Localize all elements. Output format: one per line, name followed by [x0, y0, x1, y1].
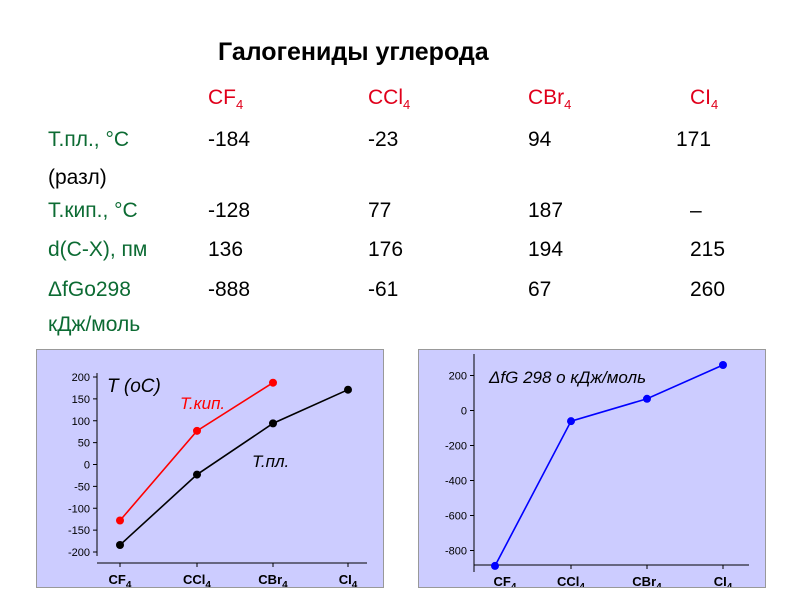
x-tick-label: CF4 [494, 574, 517, 587]
y-tick-label: -600 [445, 511, 467, 523]
data-point [719, 361, 727, 369]
y-tick-label: -50 [74, 481, 90, 493]
temperature-chart: 200 150 100 50 0 -50 -100 -150 -200 CF4 CCl4 CBr4 CI… [68, 372, 367, 587]
data-point [116, 541, 124, 549]
y-tick-label: -100 [68, 503, 90, 515]
cell-melting-cf4: -184 [208, 128, 251, 151]
data-point [116, 516, 124, 525]
row-label-boiling: Т.кип., °С [48, 199, 138, 222]
row-label-bond-length: d(C-X), пм [48, 238, 148, 261]
y-tick-label: 200 [72, 372, 90, 384]
data-point [269, 419, 277, 428]
x-tick-label: CCl4 [557, 574, 585, 587]
cell-bond-ci4: 215 [690, 238, 726, 261]
data-point [193, 426, 201, 435]
row-label-melting: Т.пл., °С [48, 128, 130, 151]
x-tick-label: CBr4 [258, 572, 288, 587]
x-tick-label: CF4 [109, 572, 132, 587]
y-tick-label: -800 [445, 546, 467, 558]
y-tick-label: -150 [68, 525, 90, 537]
y-tick-label: -200 [445, 441, 467, 453]
cell-melting-ci4: 171 [676, 128, 712, 151]
y-tick-label: 100 [72, 416, 90, 428]
header-ci4: CI4 [690, 86, 719, 113]
row-label-gibbs-unit: кДж/моль [48, 313, 141, 336]
cell-bond-cbr4: 194 [528, 238, 564, 261]
gibbs-chart: 200 0 -200 -400 -600 -800 CF4 CCl4 CBr4 CI4 ΔfG 29… [445, 354, 749, 587]
x-tick-label: CI4 [339, 572, 358, 587]
y-tick-label: 50 [78, 438, 90, 450]
cell-boiling-cf4: -128 [208, 199, 251, 222]
cell-boiling-ci4: – [690, 199, 702, 222]
header-ccl4: CCl4 [368, 86, 411, 113]
cell-melting-ccl4: -23 [368, 128, 399, 151]
y-tick-label: -200 [68, 547, 90, 559]
chart-panel-temperatures: 200 150 100 50 0 -50 -100 -150 -200 CF4 CCl4 CBr4 CI… [36, 349, 384, 588]
chart-panel-gibbs: 200 0 -200 -400 -600 -800 CF4 CCl4 CBr4 CI4 ΔfG 29… [418, 349, 766, 588]
data-point [344, 385, 352, 394]
series-line [119, 388, 349, 546]
y-axis-title: ΔfG 298 o кДж/моль [488, 368, 646, 387]
row-label-decomp: (разл) [48, 166, 107, 189]
series-line [494, 364, 724, 567]
cell-gibbs-cf4: -888 [208, 278, 251, 301]
y-tick-label: -400 [445, 476, 467, 488]
data-point [193, 470, 201, 479]
header-cbr4: CBr4 [528, 86, 572, 113]
y-tick-label: 0 [84, 460, 90, 472]
page-title: Галогениды углерода [218, 38, 489, 66]
y-axis-title: T (oC) [107, 376, 161, 397]
row-label-gibbs: ΔfGo298 [48, 278, 131, 301]
cell-boiling-ccl4: 77 [368, 199, 392, 222]
cell-gibbs-ccl4: -61 [368, 278, 399, 301]
y-tick-label: 0 [461, 406, 467, 418]
cell-boiling-cbr4: 187 [528, 199, 564, 222]
cell-gibbs-ci4: 260 [690, 278, 726, 301]
x-tick-label: CBr4 [632, 574, 662, 587]
data-point [491, 561, 499, 570]
cell-gibbs-cbr4: 67 [528, 278, 552, 301]
data-point [643, 394, 651, 403]
y-tick-label: 200 [449, 371, 467, 383]
header-cf4: CF4 [208, 86, 244, 113]
y-tick-label: 150 [72, 394, 90, 406]
cell-bond-cf4: 136 [208, 238, 244, 261]
cell-bond-ccl4: 176 [368, 238, 404, 261]
series-label-melting: Т.пл. [252, 452, 289, 471]
x-tick-label: CI4 [714, 574, 733, 587]
data-point [567, 417, 575, 426]
series-label-boiling: Т.кип. [180, 394, 225, 413]
x-tick-label: CCl4 [183, 572, 211, 587]
cell-melting-cbr4: 94 [528, 128, 552, 151]
data-point [269, 378, 277, 387]
